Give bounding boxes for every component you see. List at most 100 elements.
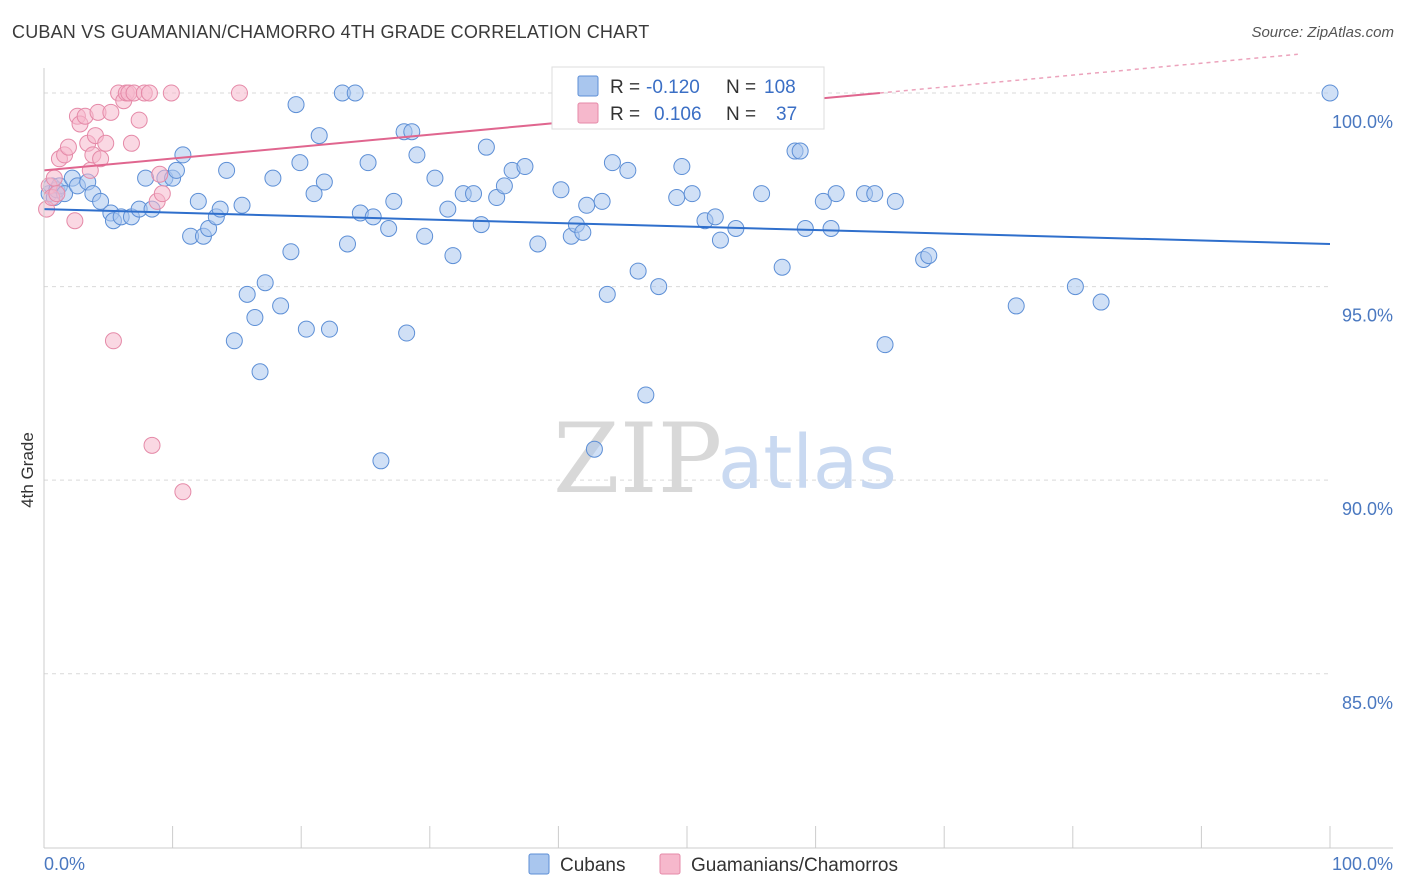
cuban-point <box>167 161 185 179</box>
cuban-point <box>585 440 603 458</box>
cuban-point <box>251 363 269 381</box>
guamanian-point <box>92 150 110 168</box>
series-legend-label-cubans: Cubans <box>560 855 626 876</box>
cuban-point <box>593 192 611 210</box>
guamanian-point <box>151 165 169 183</box>
cuban-point <box>246 309 264 327</box>
guamanian-point <box>130 111 148 129</box>
legend-r-value-cubans: -0.120 <box>646 77 700 98</box>
legend-n-value-guamanians: 37 <box>776 104 797 125</box>
cuban-point <box>426 169 444 187</box>
cuban-point <box>338 235 356 253</box>
legend-swatch-cubans <box>577 75 599 97</box>
cuban-point <box>814 192 832 210</box>
guamanian-trend-extension <box>879 53 1298 94</box>
points-layer <box>38 84 1339 501</box>
cuban-point <box>385 192 403 210</box>
y-axis-label: 4th Grade <box>18 432 37 508</box>
cuban-point <box>305 185 323 203</box>
guamanian-point <box>162 84 180 102</box>
guamanian-point <box>174 483 192 501</box>
guamanian-point <box>48 185 66 203</box>
guamanian-point <box>102 103 120 121</box>
cuban-point <box>1007 297 1025 315</box>
series-legend-label-guamanians: Guamanians/Chamorros <box>691 855 898 876</box>
watermark-zip: ZIP <box>553 403 722 515</box>
cuban-point <box>137 169 155 187</box>
series-legend-swatch-cubans <box>528 853 550 875</box>
cuban-point <box>1092 293 1110 311</box>
cuban-point <box>598 285 616 303</box>
cuban-point <box>310 127 328 145</box>
cuban-point <box>416 227 434 245</box>
cuban-point <box>866 185 884 203</box>
x-tick-label-start: 0.0% <box>44 854 85 874</box>
cuban-point <box>822 219 840 237</box>
cuban-point <box>359 154 377 172</box>
cuban-point <box>650 278 668 296</box>
cuban-point <box>629 262 647 280</box>
series-legend-swatch-guamanians <box>659 853 681 875</box>
legend-n-label-guamanians: N = <box>726 104 756 125</box>
y-tick-label: 100.0% <box>1332 112 1393 132</box>
cuban-point <box>282 243 300 261</box>
legend-r-value-guamanians: 0.106 <box>654 104 702 125</box>
cuban-point <box>619 161 637 179</box>
watermark-atlas: atlas <box>718 420 897 506</box>
cuban-point <box>238 285 256 303</box>
guamanian-point <box>97 134 115 152</box>
cuban-point <box>683 185 701 203</box>
cuban-point <box>218 161 236 179</box>
cuban-point <box>439 200 457 218</box>
cuban-point <box>603 154 621 172</box>
cuban-point <box>472 216 490 234</box>
cuban-point <box>1321 84 1339 102</box>
guamanian-point <box>45 169 63 187</box>
cuban-point <box>174 146 192 164</box>
cuban-point <box>574 223 592 241</box>
legend-n-label-cubans: N = <box>726 77 756 98</box>
cuban-point <box>1066 278 1084 296</box>
cuban-point <box>272 297 290 315</box>
legend-swatch-guamanians <box>577 102 599 124</box>
cuban-point <box>320 320 338 338</box>
cuban-point <box>529 235 547 253</box>
chart-title: CUBAN VS GUAMANIAN/CHAMORRO 4TH GRADE CO… <box>12 22 650 42</box>
legend-r-label-guamanians: R = <box>610 104 640 125</box>
cuban-point <box>287 96 305 114</box>
cuban-point <box>886 192 904 210</box>
legend-r-label-cubans: R = <box>610 77 640 98</box>
y-tick-label: 95.0% <box>1342 306 1393 326</box>
series-legend: Cubans Guamanians/Chamorros <box>528 853 898 876</box>
cuban-point <box>189 192 207 210</box>
cuban-point <box>637 386 655 404</box>
cuban-point <box>264 169 282 187</box>
cuban-point <box>225 332 243 350</box>
guamanian-point <box>66 212 84 230</box>
cuban-point <box>477 138 495 156</box>
guamanian-point <box>140 84 158 102</box>
cuban-trend-line <box>43 208 1331 245</box>
cuban-point <box>444 247 462 265</box>
cuban-point <box>398 324 416 342</box>
guamanian-point <box>104 332 122 350</box>
cuban-point <box>233 196 251 214</box>
guamanian-point <box>143 436 161 454</box>
guamanian-point <box>230 84 248 102</box>
cuban-point <box>408 146 426 164</box>
cuban-point <box>297 320 315 338</box>
cuban-point <box>876 336 894 354</box>
watermark: ZIP atlas <box>553 403 897 515</box>
cuban-point <box>773 258 791 276</box>
guamanian-point <box>59 138 77 156</box>
cuban-point <box>673 158 691 176</box>
cuban-point <box>796 219 814 237</box>
y-tick-label: 85.0% <box>1342 693 1393 713</box>
guamanian-point <box>153 185 171 203</box>
cuban-point <box>291 154 309 172</box>
cuban-point <box>578 196 596 214</box>
cuban-point <box>346 84 364 102</box>
cuban-point <box>372 452 390 470</box>
cuban-point <box>256 274 274 292</box>
